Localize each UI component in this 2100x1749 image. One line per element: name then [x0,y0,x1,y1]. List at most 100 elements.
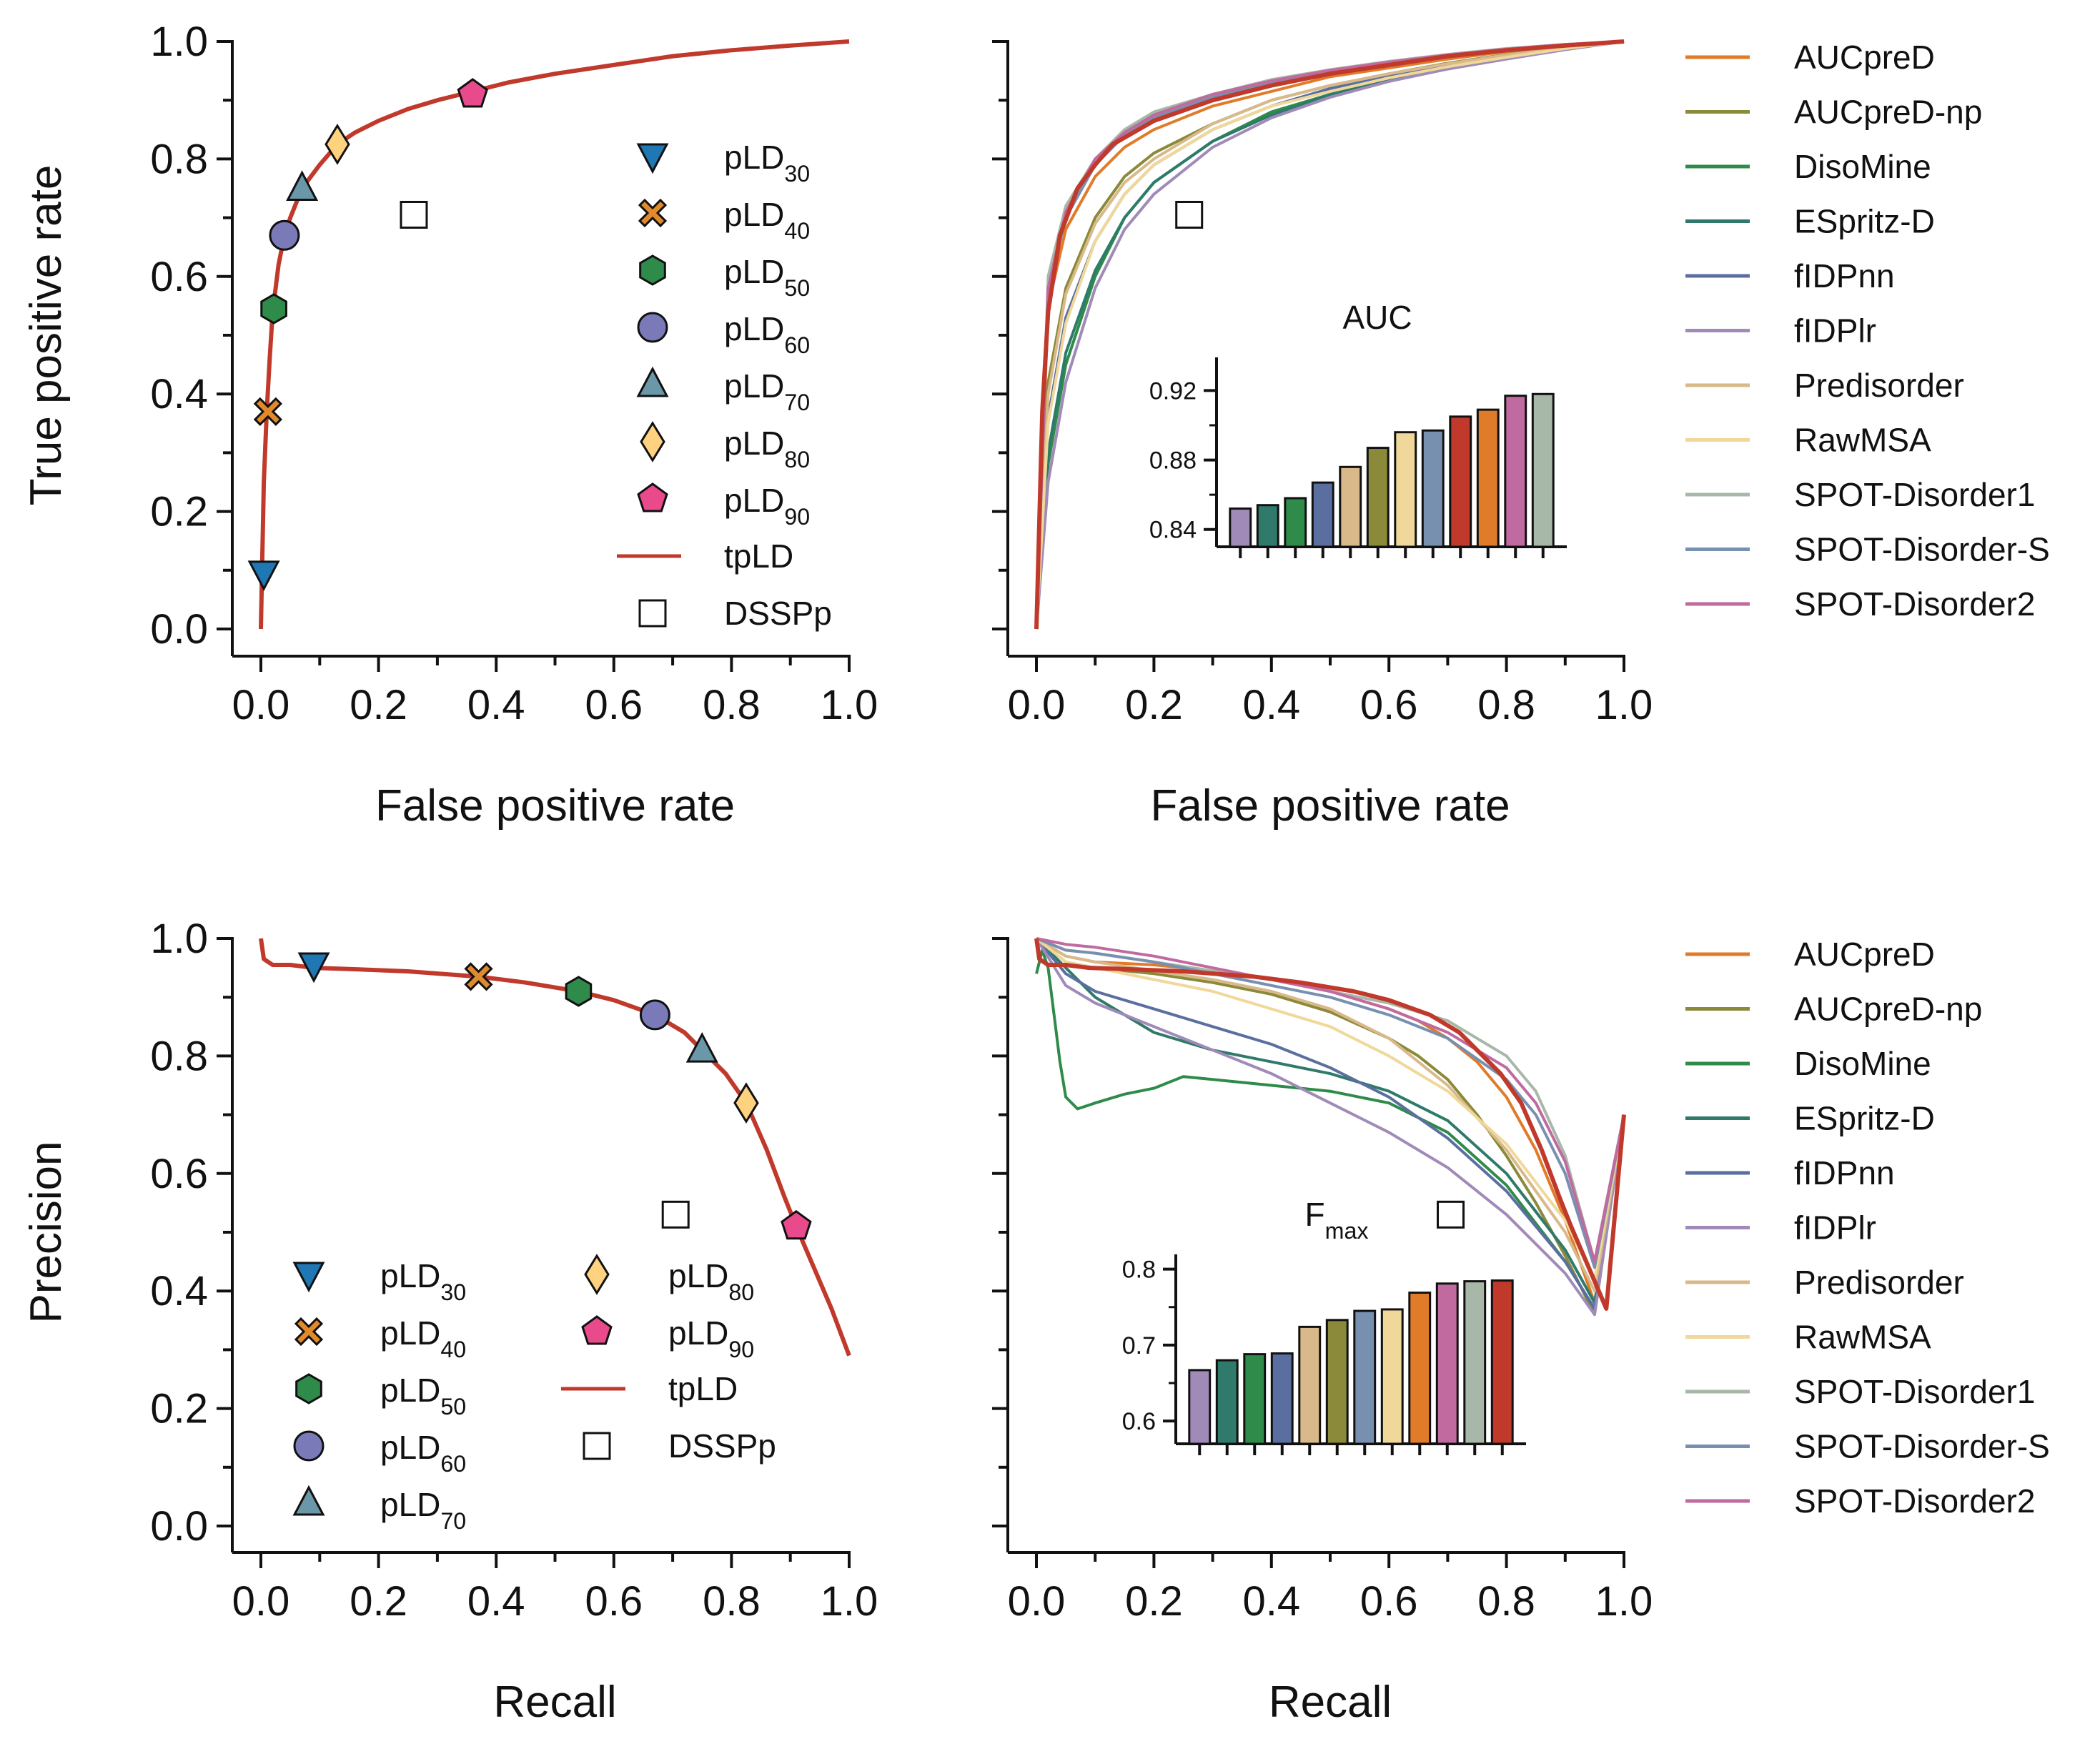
x-tick-label: 0.6 [585,1578,643,1625]
inset-y-tick-label: 0.8 [1122,1257,1156,1284]
legend-label-pLD70: pLD70 [380,1486,466,1534]
inset-bar-SPOT-Disorder2 [1504,395,1527,548]
legend-label-pLD50: pLD50 [380,1372,466,1419]
x-tick-label: 0.8 [703,682,761,728]
legend-marker-pLD80 [640,421,665,462]
x-tick-label: 1.0 [821,682,878,728]
x-axis-label: False positive rate [375,781,735,831]
legend-label-tpLD: tpLD [724,537,793,575]
legend-label-pLD80: pLD80 [668,1257,754,1305]
legend-label-fIDPnn: fIDPnn [1794,1154,1895,1191]
point-pLD80 [325,123,350,165]
legend-label-AUCpreD-np: AUCpreD-np [1794,94,1982,131]
legend-label-AUCpreD: AUCpreD [1794,936,1935,973]
series-line-fIDPnn [1035,937,1625,1310]
series-line-fIDPlr [1035,937,1625,1317]
x-tick-label: 0.4 [1242,682,1300,728]
inset-bar-AUCpreD-np [1366,447,1390,548]
inset-bar-fIDPnn [1270,1352,1294,1445]
panel-roc_methods: 0.0 0.2 0.4 0.6 0.8 1.0 False positive rate [992,39,1653,831]
inset-bar-AUCpreD [1476,408,1500,548]
x-tick-label: 0.0 [1008,682,1066,728]
point-pLD90 [457,78,489,108]
inset-bar-fIDPlr [1229,507,1252,548]
point-pLD70 [685,1031,718,1063]
x-tick-label: 0.4 [467,1578,525,1625]
x-tick-label: 0.2 [1125,1578,1183,1625]
point-pLD70 [286,170,319,201]
dssp-marker [400,200,428,229]
inset-bar-ESpritz-D [1215,1359,1239,1445]
legend-label-tpLD: tpLD [668,1370,738,1407]
inset-y-tick-label: 0.7 [1122,1332,1156,1359]
y-tick-label: 0.4 [150,371,208,417]
legend-marker-pLD60 [637,312,668,343]
x-tick-label: 0.0 [232,682,290,728]
legend-label-pLD30: pLD30 [380,1257,466,1305]
legend-label-Predisorder: Predisorder [1794,1264,1964,1301]
inset-bar-fIDPlr [1188,1369,1212,1445]
legend-label-fIDPnn: fIDPnn [1794,257,1895,294]
point-pLD60 [269,219,300,251]
series-line-RawMSA [1035,40,1625,630]
x-tick-label: 0.8 [1477,682,1535,728]
legend-label-SPOT-Disorder1: SPOT-Disorder1 [1794,1373,2035,1410]
x-tick-label: 0.0 [232,1578,290,1625]
series-line-Predisorder [1035,937,1625,1293]
plot-area [1034,39,1625,630]
legend-label-ESpritz-D: ESpritz-D [1794,1100,1935,1137]
legend-label-AUCpreD-np: AUCpreD-np [1794,991,1982,1028]
legend-label-RawMSA: RawMSA [1794,422,1931,459]
point-pLD40 [464,962,493,991]
legend-marker-pLD70 [292,1485,325,1516]
legend-label-pLD40: pLD40 [724,196,810,244]
pld-legend: pLD30 pLD40 pLD50 pLD60 pLD70 pLD80 pLD90 tpLD D… [617,139,832,632]
legend-label-pLD40: pLD40 [380,1314,466,1362]
plot-area [259,938,851,1357]
tpld-curve [259,938,851,1357]
y-tick-label: 0.4 [150,1268,208,1314]
series-line-fIDPlr [1035,40,1625,630]
series-line-Predisorder [1035,40,1625,630]
x-axis-label: Recall [493,1678,616,1727]
inset-y-tick-label: 0.88 [1149,447,1197,475]
inset-bar-chart: 0.84 0.88 0.92 AUC [1149,299,1567,558]
panel-pr_pld: 0.0 0.0 0.2 0.2 0.4 0.4 0.6 0.6 0.8 0.8 1.0 1.0 Reca… [21,916,878,1727]
inset-bar-DisoMine [1284,497,1307,548]
legend-marker-pLD80 [584,1254,610,1295]
plot-area [247,39,850,630]
legend-label-RawMSA: RawMSA [1794,1319,1931,1356]
inset-bar-fIDPnn [1311,481,1334,548]
legend-label-dssp: DSSPp [668,1427,776,1465]
x-tick-label: 0.6 [1360,1578,1418,1625]
point-pLD90 [781,1209,812,1240]
series-line-AUCpreD [1035,937,1625,1304]
legend-label-SPOT-Disorder-S: SPOT-Disorder-S [1794,531,2050,568]
plot-area [1034,937,1626,1317]
legend-label-fIDPlr: fIDPlr [1794,1209,1876,1247]
legend-marker-pLD50 [639,254,666,286]
inset-bar-AUCpreD-np [1325,1319,1349,1445]
y-tick-label: 0.6 [150,1151,208,1197]
x-tick-label: 0.4 [1242,1578,1300,1625]
dssp-marker [1175,200,1204,229]
inset-bar-RawMSA [1339,465,1362,548]
y-axis-label: True positive rate [21,165,71,506]
legend-label-pLD90: pLD90 [724,482,810,530]
legend-marker-dssp [583,1432,611,1460]
methods-legend: AUCpreD AUCpreD-np DisoMine ESpritz-D fIDPnn… [1685,39,2050,623]
inset-title: Fmax [1305,1196,1369,1244]
inset-y-tick-label: 0.84 [1149,517,1197,544]
legend-marker-pLD90 [637,482,668,512]
legend-label-SPOT-Disorder2: SPOT-Disorder2 [1794,585,2035,623]
point-pLD50 [565,976,593,1007]
methods-legend: AUCpreD AUCpreD-np DisoMine ESpritz-D fIDPnn… [1685,936,2050,1520]
y-axis-label: Precision [21,1141,71,1324]
y-tick-label: 0.8 [150,1033,208,1079]
inset-bar-SPOT-Disorder-S [1353,1309,1377,1445]
x-tick-label: 0.8 [1477,1578,1535,1625]
panel-pr_methods: 0.0 0.2 0.4 0.6 0.8 1.0 Recall [992,937,1653,1727]
legend-marker-pLD40 [294,1317,324,1347]
x-tick-label: 0.4 [467,682,525,728]
x-tick-label: 0.2 [1125,682,1183,728]
